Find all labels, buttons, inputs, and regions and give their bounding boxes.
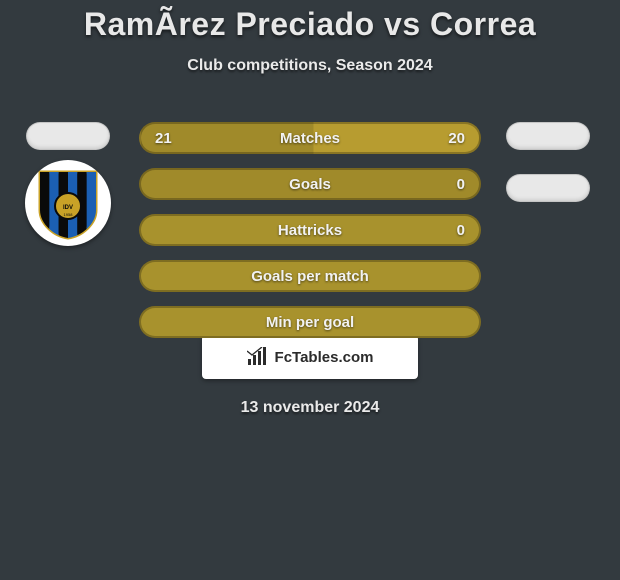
page-subtitle: Club competitions, Season 2024 (0, 57, 620, 75)
left-club-badge: IDV 1958 (25, 160, 111, 246)
stat-row-matches: 21 Matches 20 (139, 122, 481, 154)
stat-right-value: 0 (457, 176, 465, 193)
brand-text: FcTables.com (275, 349, 374, 366)
independiente-del-valle-crest-icon: IDV 1958 (36, 166, 100, 240)
stat-row-min-per-goal: Min per goal (139, 306, 481, 338)
comparison-bars: 21 Matches 20 Goals 0 Hattricks 0 Goals … (139, 122, 481, 338)
date-caption: 13 november 2024 (0, 399, 620, 417)
stat-label: Goals per match (251, 268, 369, 285)
right-player-avatar-placeholder (506, 122, 590, 150)
stat-label: Hattricks (278, 222, 342, 239)
stat-label: Goals (289, 176, 331, 193)
stat-label: Matches (280, 130, 340, 147)
brand-card: FcTables.com (202, 335, 418, 379)
stat-label: Min per goal (266, 314, 354, 331)
right-player-column (488, 122, 608, 202)
stat-row-goals-per-match: Goals per match (139, 260, 481, 292)
left-player-avatar-placeholder (26, 122, 110, 150)
stat-row-hattricks: Hattricks 0 (139, 214, 481, 246)
left-player-column: IDV 1958 (8, 122, 128, 246)
stat-left-value: 21 (155, 130, 172, 147)
svg-text:IDV: IDV (63, 205, 73, 211)
bar-chart-icon (247, 347, 269, 367)
right-club-badge-placeholder (506, 174, 590, 202)
stat-row-goals: Goals 0 (139, 168, 481, 200)
stat-right-value: 0 (457, 222, 465, 239)
page-title: RamÃ­rez Preciado vs Correa (0, 0, 620, 43)
svg-text:1958: 1958 (64, 212, 74, 217)
stat-right-value: 20 (448, 130, 465, 147)
